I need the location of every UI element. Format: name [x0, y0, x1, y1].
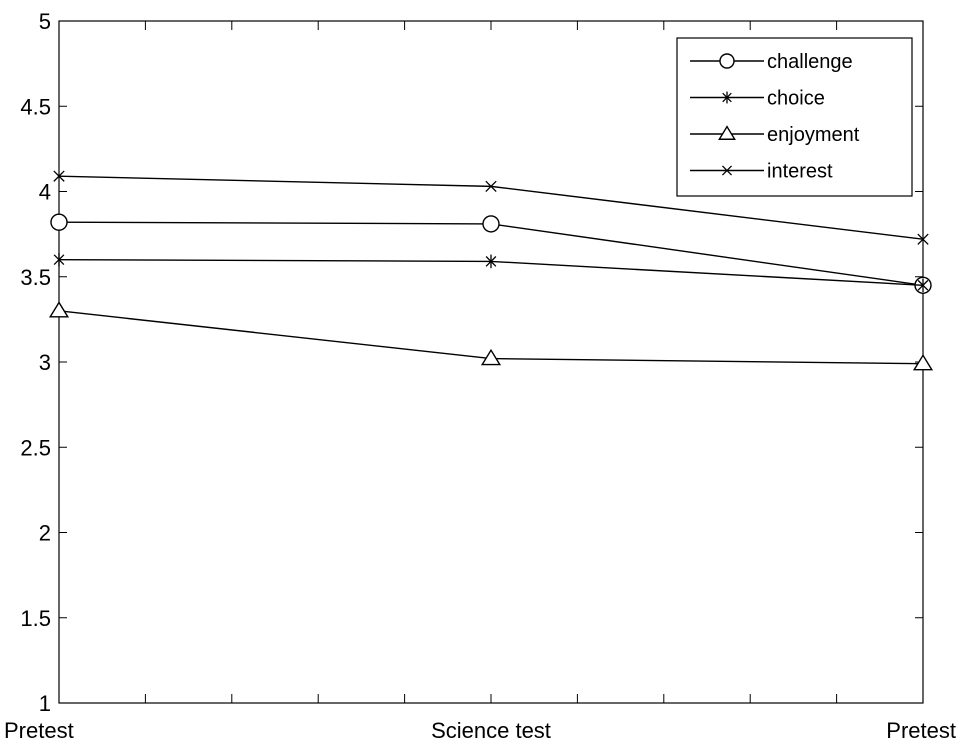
asterisk-marker-stroke [485, 256, 497, 267]
asterisk-marker [53, 252, 65, 267]
legend-item-choice: choice [690, 88, 825, 110]
triangle-marker [718, 125, 736, 140]
x-marker [485, 180, 497, 193]
y-tick-label: 3.5 [20, 265, 51, 290]
legend-label: enjoyment [767, 124, 860, 146]
triangle-marker [48, 301, 70, 318]
series-interest [53, 170, 929, 245]
circle-marker [50, 213, 68, 231]
x-tick-label: Science test [431, 718, 551, 743]
triangle-marker [912, 353, 934, 371]
circle-marker [482, 215, 500, 233]
asterisk-marker-stroke [53, 254, 65, 266]
legend-item-challenge: challenge [690, 51, 853, 73]
asterisk-marker-stroke [917, 279, 929, 291]
triangle-marker [480, 348, 502, 366]
y-tick-label: 4.5 [20, 94, 51, 119]
x-marker [721, 165, 733, 176]
legend-item-enjoyment: enjoyment [690, 124, 860, 146]
circle-marker [719, 53, 735, 69]
y-tick-label: 4 [39, 180, 51, 205]
legend: challenge choice enjoyment interest [676, 37, 913, 197]
series-layer [48, 170, 934, 371]
legend-box [676, 37, 913, 197]
asterisk-marker [722, 91, 732, 104]
asterisk-marker-stroke [722, 92, 732, 103]
y-tick-label: 1 [39, 691, 51, 716]
x-marker [917, 233, 929, 245]
x-marker-stroke [721, 165, 733, 176]
x-tick-label: Pretest [4, 718, 74, 743]
asterisk-marker [917, 278, 929, 293]
y-tick-label: 2 [39, 521, 51, 546]
x-marker-stroke [53, 170, 65, 182]
y-tick-label: 1.5 [20, 606, 51, 631]
series-choice [53, 252, 929, 293]
series-enjoyment [48, 301, 934, 371]
axes: 1 1.5 2 2.5 3 3.5 4 4.5 5 Pretest Science test Pret… [4, 9, 956, 743]
asterisk-marker [485, 254, 497, 269]
x-marker-stroke [485, 180, 497, 193]
legend-label: choice [767, 88, 825, 110]
x-marker-stroke [917, 233, 929, 245]
y-tick-label: 5 [39, 9, 51, 34]
legend-item-interest: interest [690, 161, 833, 183]
legend-label: interest [767, 161, 833, 183]
y-tick-label: 2.5 [20, 435, 51, 460]
x-marker [53, 170, 65, 182]
legend-label: challenge [767, 51, 853, 73]
x-tick-label: Pretest [886, 718, 956, 743]
y-tick-label: 3 [39, 350, 51, 375]
